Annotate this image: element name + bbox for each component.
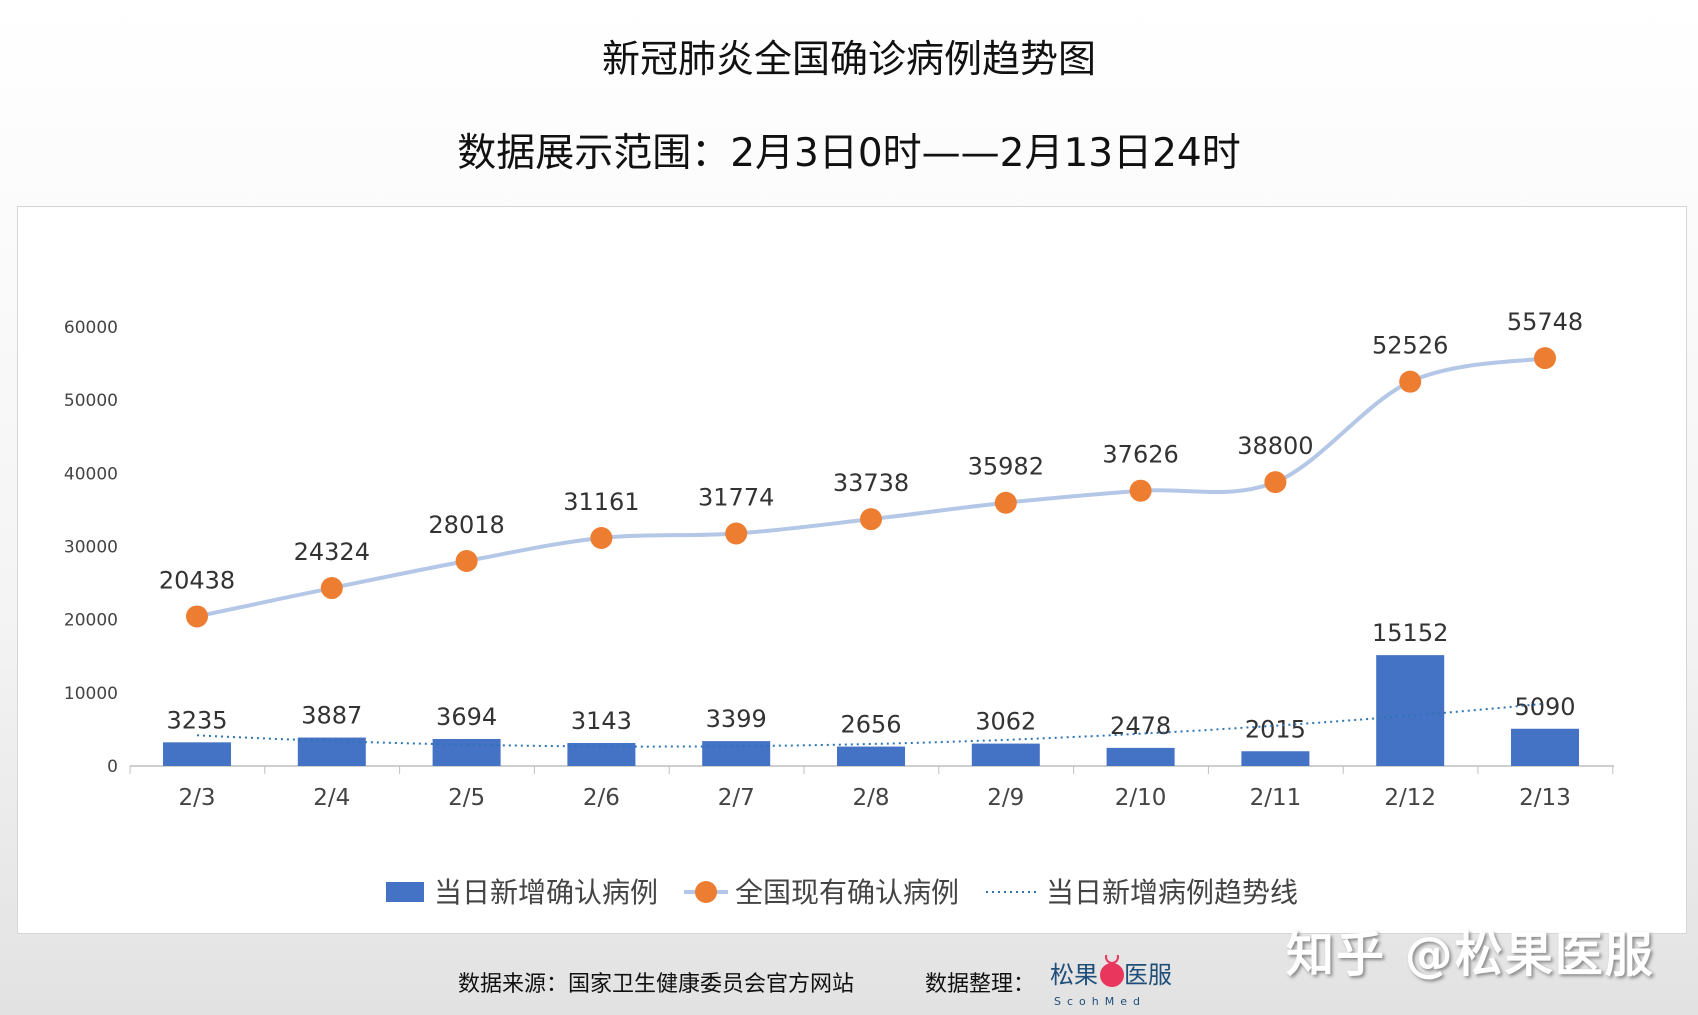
legend-bar-swatch [386,882,424,902]
line-marker [1534,347,1556,370]
svg-text:医服: 医服 [1124,961,1172,989]
scohmed-logo: 松果 医服 ScohMed [1050,955,1172,1008]
legend-label: 当日新增确认病例 [434,876,658,909]
line-marker [725,522,748,545]
line-marker [186,605,208,628]
chart-title: 新冠肺炎全国确诊病例趋势图 [601,37,1096,81]
line-data-label: 52526 [1372,332,1448,360]
bar [1511,728,1579,766]
bar-data-label: 3062 [975,708,1036,736]
bar [1376,655,1445,766]
bar-data-label: 2656 [840,711,901,739]
y-tick-label: 20000 [64,611,118,631]
x-tick-label: 2/10 [1115,785,1167,811]
x-tick-label: 2/4 [313,785,350,811]
line-marker [320,577,343,600]
legend-marker-swatch [695,881,717,903]
data-source: 数据来源：国家卫生健康委员会官方网站 [458,972,855,997]
bar-data-label: 2478 [1110,712,1171,740]
legend-label: 全国现有确认病例 [735,876,959,909]
x-tick-label: 2/5 [448,785,485,811]
x-tick-label: 2/9 [987,785,1024,811]
line-marker [860,508,882,531]
x-tick-label: 2/13 [1519,785,1571,811]
bar-data-label: 3887 [301,702,362,730]
line-data-label: 31774 [698,484,774,512]
y-tick-label: 10000 [64,684,118,704]
y-tick-label: 50000 [64,391,118,411]
bar [1241,751,1310,766]
x-tick-label: 2/11 [1250,785,1302,811]
y-tick-label: 40000 [64,464,118,484]
line-data-label: 31161 [563,488,639,516]
bar [297,737,366,766]
line-data-label: 20438 [159,566,235,594]
bar-data-label: 3143 [571,707,632,735]
line-marker [455,550,478,573]
svg-text:ScohMed: ScohMed [1054,995,1146,1008]
line-marker [1399,370,1422,393]
line-data-label: 37626 [1102,441,1178,469]
bar-data-label: 5090 [1514,693,1575,721]
line-data-label: 35982 [968,453,1044,481]
bar-data-label: 3399 [706,705,767,733]
x-tick-label: 2/3 [178,785,215,811]
bar [837,746,905,766]
line-data-label: 55748 [1507,308,1583,336]
line-data-label: 24324 [294,538,370,566]
x-tick-label: 2/6 [583,785,620,811]
bar [432,738,501,766]
line-marker [994,491,1017,514]
bar [702,741,771,766]
x-tick-label: 2/12 [1384,785,1436,811]
x-tick-label: 2/7 [718,785,755,811]
line-data-label: 38800 [1237,432,1313,460]
chart-area [17,206,1687,934]
bar-data-label: 15152 [1372,619,1448,647]
watermark: 知乎 @松果医服 [1286,927,1655,983]
line-marker [1264,471,1287,494]
y-tick-label: 30000 [64,538,118,558]
chart-subtitle: 数据展示范围：2月3日0时——2月13日24时 [457,131,1241,176]
bar-data-label: 2015 [1245,715,1306,743]
bar-data-label: 3694 [436,703,497,731]
legend-label: 当日新增病例趋势线 [1046,876,1298,909]
line-marker [590,527,613,550]
bar [163,742,231,766]
line-data-label: 28018 [428,511,504,539]
x-tick-label: 2/8 [852,785,889,811]
y-tick-label: 0 [107,757,118,777]
bar [971,743,1040,766]
y-tick-label: 60000 [64,318,118,338]
svg-text:松果: 松果 [1050,961,1098,989]
bar [1106,747,1175,766]
compiler-label: 数据整理： [925,972,1036,997]
line-data-label: 33738 [833,469,909,497]
bar [567,743,636,766]
bar-data-label: 3235 [166,706,227,734]
line-marker [1129,479,1152,502]
